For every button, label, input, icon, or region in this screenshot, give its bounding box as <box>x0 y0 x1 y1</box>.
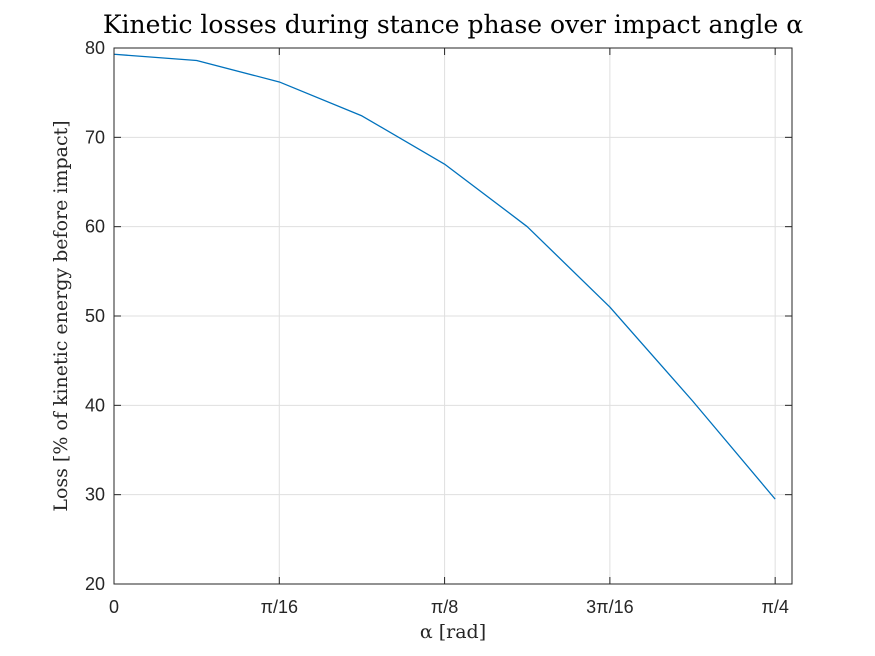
y-tick-label-5: 70 <box>85 127 105 147</box>
y-axis-label: Loss [% of kinetic energy before impact] <box>50 120 72 511</box>
x-tick-label-2: π/8 <box>431 597 458 617</box>
chart-title: Kinetic losses during stance phase over … <box>103 10 803 39</box>
y-tick-label-4: 60 <box>85 217 105 237</box>
x-axis-label: α [rad] <box>420 621 486 643</box>
x-tick-label-4: π/4 <box>761 597 788 617</box>
y-tick-label-1: 30 <box>85 485 105 505</box>
x-tick-label-1: π/16 <box>261 597 298 617</box>
y-tick-label-2: 40 <box>85 395 105 415</box>
x-axis-ticks: 0 π/16 π/8 3π/16 π/4 <box>109 48 789 617</box>
x-tick-label-3: 3π/16 <box>586 597 633 617</box>
series-line-0 <box>113 53 776 500</box>
y-tick-label-0: 20 <box>85 574 105 594</box>
y-tick-label-6: 80 <box>85 38 105 58</box>
x-tick-label-0: 0 <box>109 597 119 617</box>
series-layer <box>113 53 776 500</box>
grid <box>114 48 792 584</box>
y-axis-ticks: 20 30 40 50 60 70 80 <box>85 38 792 594</box>
y-tick-label-3: 50 <box>85 306 105 326</box>
